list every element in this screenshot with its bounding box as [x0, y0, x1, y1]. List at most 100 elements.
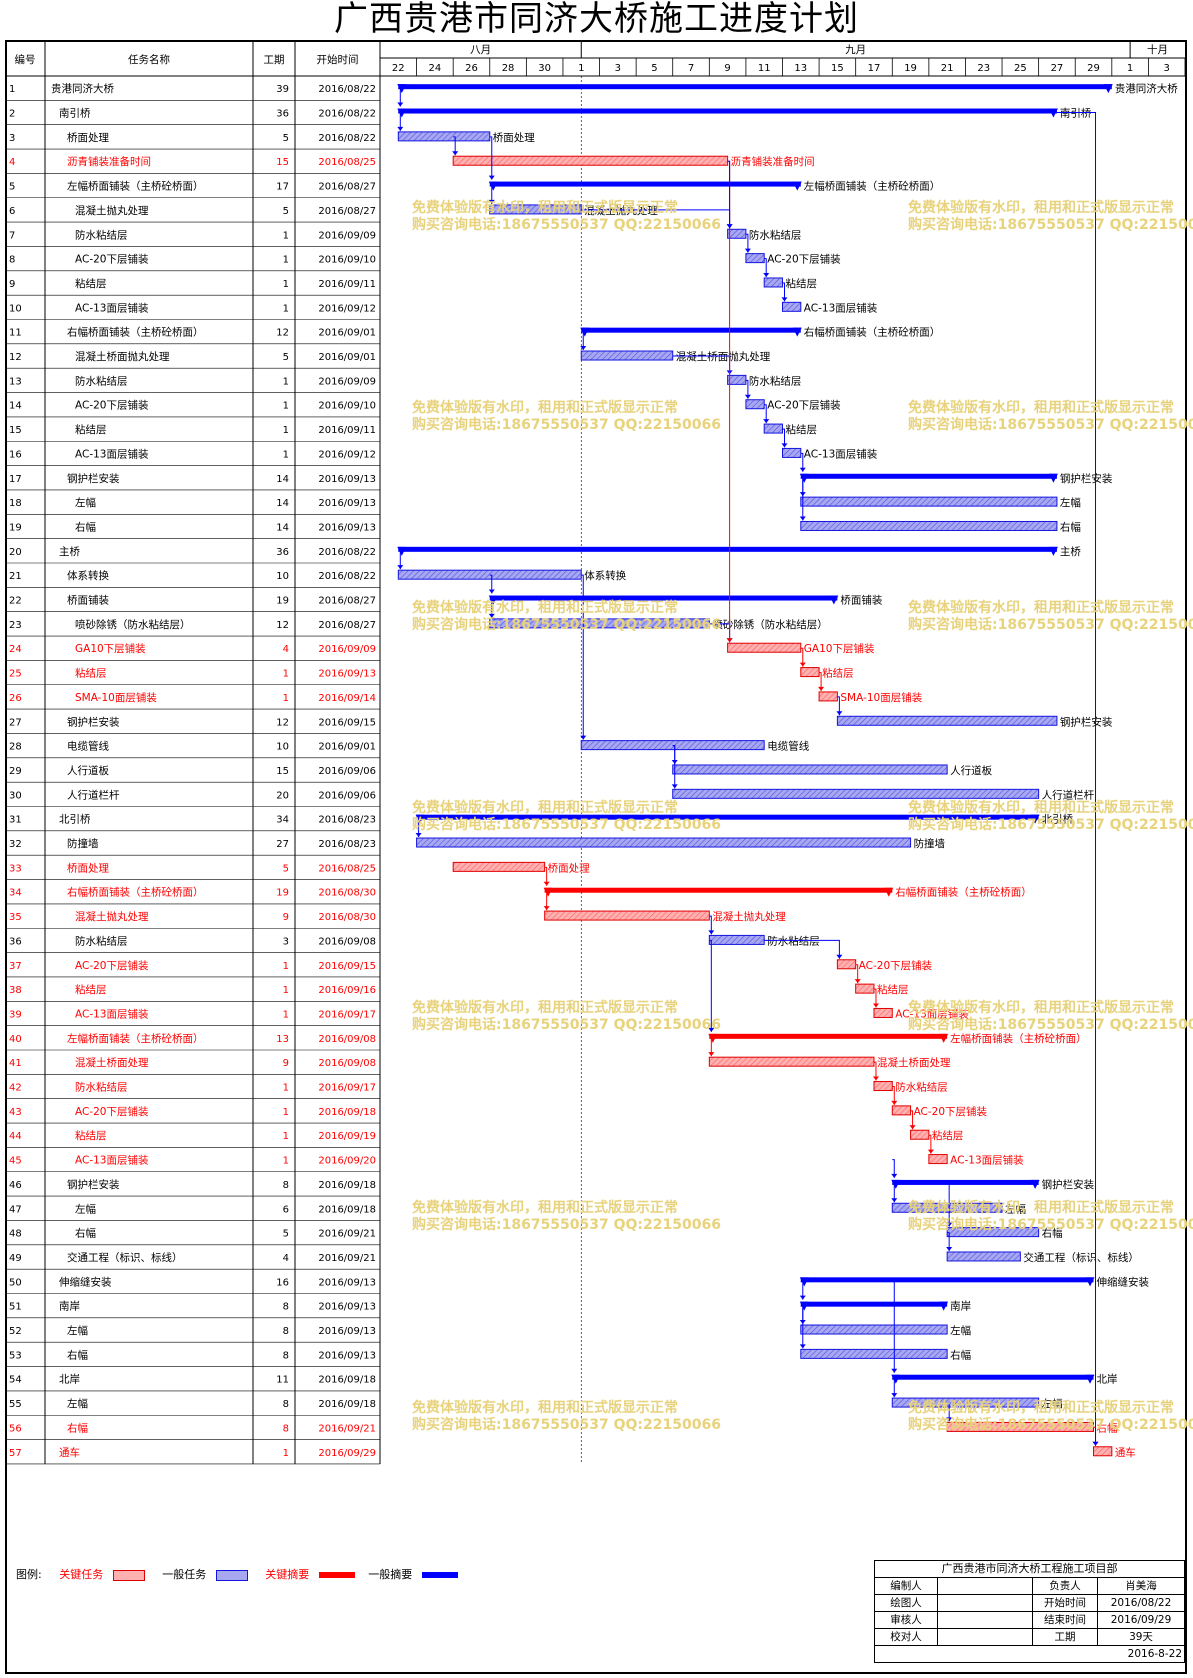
summary-end-cap	[1048, 108, 1058, 118]
task-id: 46	[9, 1180, 22, 1191]
task-name: SMA-10面层铺装	[75, 691, 157, 704]
task-id: 48	[9, 1229, 22, 1240]
summary-end-cap	[792, 327, 802, 337]
task-id: 57	[9, 1448, 22, 1459]
watermark-line: 购买咨询电话:18675550537 QQ:22150066	[412, 1417, 721, 1433]
task-duration: 1	[283, 1448, 289, 1459]
task-start: 2016/09/09	[318, 644, 376, 655]
dependency-link	[928, 1134, 932, 1154]
task-duration: 14	[276, 522, 289, 533]
dependency-link	[581, 331, 584, 351]
watermark: 免费体验版有水印，租用和正式版显示正常 购买咨询电话:18675550537 QQ…	[908, 200, 1193, 234]
task-name: GA10下层铺装	[75, 642, 146, 655]
task-start: 2016/09/08	[318, 936, 376, 947]
task-duration: 27	[276, 839, 289, 850]
bar-label: AC-20下层铺装	[767, 399, 841, 412]
task-name: 防水粘结层	[75, 374, 128, 387]
task-bar	[763, 277, 783, 288]
task-name: 混凝土桥面抛丸处理	[75, 350, 170, 363]
summary-start-cap	[543, 887, 553, 897]
bar-label: 左幅	[1005, 1202, 1026, 1215]
dependency-link	[873, 988, 877, 1008]
bar-label: 桥面铺装	[840, 594, 882, 607]
task-start: 2016/09/13	[318, 1326, 376, 1337]
task-bar	[946, 1251, 1021, 1262]
bar-label: 桥面处理	[493, 132, 535, 144]
dependency-arrow	[799, 467, 806, 472]
task-start: 2016/09/01	[318, 328, 376, 339]
task-duration: 5	[283, 1229, 289, 1240]
summary-start-cap	[488, 595, 498, 605]
task-name: 粘结层	[75, 423, 107, 436]
dependency-arrow	[488, 589, 495, 594]
info-cell: 校对人	[874, 1628, 938, 1646]
task-duration: 1	[283, 693, 289, 704]
summary-end-cap	[1030, 814, 1040, 824]
bar-label: 左幅桥面铺装（主桥砼桥面）	[804, 180, 941, 193]
watermark-line: 免费体验版有水印，租用和正式版显示正常	[908, 1400, 1174, 1416]
dependency-arrow	[543, 906, 550, 911]
task-duration: 5	[283, 206, 289, 217]
task-name: 北引桥	[59, 813, 91, 826]
day-tick-label: 29	[1087, 63, 1100, 74]
task-start: 2016/08/22	[318, 571, 376, 582]
task-duration: 1	[283, 376, 289, 387]
watermark: 免费体验版有水印，租用和正式版显示正常 购买咨询电话:18675550537 QQ…	[908, 600, 1193, 634]
legend-critical-task-swatch	[112, 1569, 145, 1581]
task-duration: 1	[283, 303, 289, 314]
task-id: 3	[9, 133, 15, 144]
task-duration: 34	[276, 815, 289, 826]
day-tick-label: 17	[868, 63, 881, 74]
info-row: 绘图人 开始时间 2016/08/22	[874, 1594, 1185, 1612]
summary-bar	[709, 1033, 948, 1039]
task-bar	[727, 642, 802, 653]
task-duration: 13	[276, 1034, 289, 1045]
dependency-link	[709, 1037, 712, 1057]
task-start: 2016/08/22	[318, 547, 376, 558]
summary-end-cap	[939, 1301, 949, 1311]
task-bar	[544, 910, 710, 921]
dependency-arrow	[744, 248, 751, 253]
info-cell	[937, 1611, 1033, 1629]
summary-start-cap	[488, 181, 498, 191]
task-start: 2016/08/22	[318, 133, 376, 144]
task-duration: 1	[283, 1131, 289, 1142]
watermark-line: 免费体验版有水印，租用和正式版显示正常	[908, 1000, 1174, 1016]
day-tick-label: 9	[724, 63, 730, 74]
summary-bar	[489, 181, 801, 187]
task-id: 34	[9, 888, 22, 899]
task-id: 8	[9, 255, 15, 266]
dependency-link	[764, 404, 767, 424]
task-start: 2016/09/18	[318, 1107, 376, 1118]
watermark-line: 免费体验版有水印，租用和正式版显示正常	[412, 400, 678, 416]
task-name: 人行道板	[67, 764, 109, 777]
task-start: 2016/09/21	[318, 1229, 376, 1240]
task-id: 5	[9, 182, 15, 193]
task-name: 粘结层	[75, 667, 107, 680]
summary-end-cap	[1085, 1277, 1095, 1287]
summary-start-cap	[799, 1301, 809, 1311]
day-tick-label: 1	[578, 63, 584, 74]
task-start: 2016/09/13	[318, 1302, 376, 1313]
task-start: 2016/08/25	[318, 157, 376, 168]
dependency-arrow	[891, 1173, 898, 1178]
task-bar	[800, 1324, 948, 1335]
task-duration: 17	[276, 182, 289, 193]
task-id: 25	[9, 669, 22, 680]
task-duration: 8	[283, 1350, 289, 1361]
task-start: 2016/09/08	[318, 1058, 376, 1069]
task-name: 交通工程（标识、标线）	[67, 1251, 183, 1264]
task-duration: 12	[276, 620, 289, 631]
task-duration: 1	[283, 1156, 289, 1167]
dependency-link	[745, 379, 749, 399]
dependency-link	[709, 939, 712, 1032]
task-id: 2	[9, 109, 15, 120]
day-tick-label: 1	[1127, 63, 1133, 74]
info-cell: 编制人	[874, 1577, 938, 1595]
task-id: 50	[9, 1277, 22, 1288]
dependency-arrow	[909, 1125, 916, 1130]
info-row: 编制人 负责人 肖美海	[874, 1577, 1185, 1595]
dependency-link	[947, 1183, 950, 1227]
task-duration: 4	[283, 644, 289, 655]
task-start: 2016/09/16	[318, 985, 376, 996]
